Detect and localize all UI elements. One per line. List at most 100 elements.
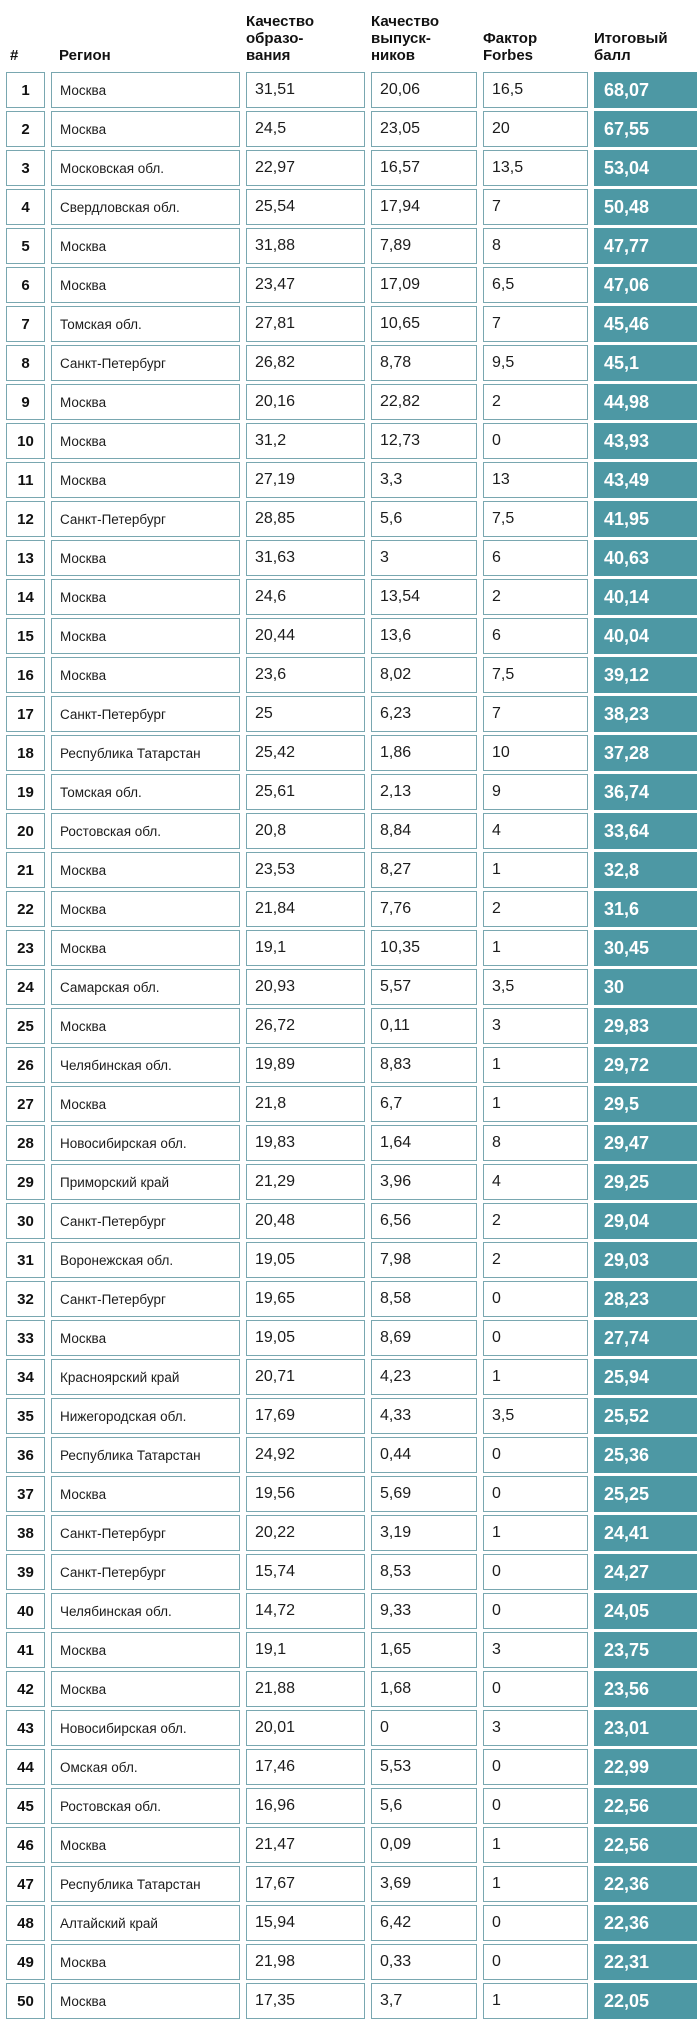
table-body: 1 Москва 31,51 20,06 16,5 68,07 2 Москва…	[0, 72, 699, 2019]
education-score-cell: 19,1	[246, 930, 365, 966]
education-score-cell: 20,8	[246, 813, 365, 849]
total-score-cell: 22,31	[594, 1944, 697, 1980]
region-cell: Ростовская обл.	[51, 1788, 240, 1824]
total-score-cell: 25,52	[594, 1398, 697, 1434]
rank-cell: 43	[6, 1710, 45, 1746]
region-cell: Республика Татарстан	[51, 735, 240, 771]
education-score-cell: 19,1	[246, 1632, 365, 1668]
graduates-score-cell: 7,98	[371, 1242, 477, 1278]
education-score-cell: 25,61	[246, 774, 365, 810]
education-score-cell: 17,46	[246, 1749, 365, 1785]
table-row: 45 Ростовская обл. 16,96 5,6 0 22,56	[0, 1788, 699, 1824]
table-row: 12 Санкт-Петербург 28,85 5,6 7,5 41,95	[0, 501, 699, 537]
table-row: 41 Москва 19,1 1,65 3 23,75	[0, 1632, 699, 1668]
education-score-cell: 19,65	[246, 1281, 365, 1317]
region-cell: Москва	[51, 423, 240, 459]
forbes-factor-cell: 8	[483, 1125, 588, 1161]
graduates-score-cell: 6,23	[371, 696, 477, 732]
forbes-factor-cell: 6,5	[483, 267, 588, 303]
graduates-score-cell: 7,89	[371, 228, 477, 264]
graduates-score-cell: 3,7	[371, 1983, 477, 2019]
rank-cell: 2	[6, 111, 45, 147]
total-score-cell: 25,25	[594, 1476, 697, 1512]
graduates-score-cell: 12,73	[371, 423, 477, 459]
forbes-factor-cell: 6	[483, 540, 588, 576]
rank-cell: 11	[6, 462, 45, 498]
rank-cell: 10	[6, 423, 45, 459]
education-score-cell: 27,81	[246, 306, 365, 342]
graduates-score-cell: 4,33	[371, 1398, 477, 1434]
education-score-cell: 21,84	[246, 891, 365, 927]
rank-cell: 32	[6, 1281, 45, 1317]
forbes-factor-cell: 0	[483, 1437, 588, 1473]
rank-cell: 30	[6, 1203, 45, 1239]
total-score-cell: 41,95	[594, 501, 697, 537]
table-row: 28 Новосибирская обл. 19,83 1,64 8 29,47	[0, 1125, 699, 1161]
education-score-cell: 20,44	[246, 618, 365, 654]
graduates-score-cell: 13,6	[371, 618, 477, 654]
total-score-cell: 43,93	[594, 423, 697, 459]
rank-cell: 35	[6, 1398, 45, 1434]
total-score-cell: 29,04	[594, 1203, 697, 1239]
table-row: 27 Москва 21,8 6,7 1 29,5	[0, 1086, 699, 1122]
rank-cell: 33	[6, 1320, 45, 1356]
total-score-cell: 43,49	[594, 462, 697, 498]
region-cell: Москва	[51, 111, 240, 147]
table-row: 36 Республика Татарстан 24,92 0,44 0 25,…	[0, 1437, 699, 1473]
region-cell: Московская обл.	[51, 150, 240, 186]
table-row: 1 Москва 31,51 20,06 16,5 68,07	[0, 72, 699, 108]
forbes-factor-cell: 1	[483, 1086, 588, 1122]
education-score-cell: 15,94	[246, 1905, 365, 1941]
education-score-cell: 17,35	[246, 1983, 365, 2019]
total-score-cell: 39,12	[594, 657, 697, 693]
forbes-factor-cell: 3	[483, 1710, 588, 1746]
education-score-cell: 27,19	[246, 462, 365, 498]
region-cell: Республика Татарстан	[51, 1866, 240, 1902]
rank-cell: 49	[6, 1944, 45, 1980]
forbes-factor-cell: 13,5	[483, 150, 588, 186]
graduates-score-cell: 8,27	[371, 852, 477, 888]
graduates-score-cell: 5,6	[371, 1788, 477, 1824]
rank-cell: 6	[6, 267, 45, 303]
region-cell: Москва	[51, 930, 240, 966]
total-score-cell: 40,63	[594, 540, 697, 576]
graduates-score-cell: 6,42	[371, 1905, 477, 1941]
total-score-cell: 53,04	[594, 150, 697, 186]
region-cell: Санкт-Петербург	[51, 1515, 240, 1551]
rank-cell: 42	[6, 1671, 45, 1707]
rank-cell: 5	[6, 228, 45, 264]
total-score-cell: 50,48	[594, 189, 697, 225]
forbes-factor-cell: 0	[483, 1281, 588, 1317]
rank-cell: 14	[6, 579, 45, 615]
total-score-cell: 22,56	[594, 1788, 697, 1824]
rank-cell: 28	[6, 1125, 45, 1161]
graduates-score-cell: 3,69	[371, 1866, 477, 1902]
forbes-factor-cell: 2	[483, 1242, 588, 1278]
region-cell: Санкт-Петербург	[51, 501, 240, 537]
rank-cell: 24	[6, 969, 45, 1005]
forbes-factor-cell: 3,5	[483, 1398, 588, 1434]
forbes-factor-cell: 0	[483, 1944, 588, 1980]
table-row: 24 Самарская обл. 20,93 5,57 3,5 30	[0, 969, 699, 1005]
total-score-cell: 29,83	[594, 1008, 697, 1044]
graduates-score-cell: 3,3	[371, 462, 477, 498]
education-score-cell: 20,93	[246, 969, 365, 1005]
region-cell: Воронежская обл.	[51, 1242, 240, 1278]
rank-cell: 34	[6, 1359, 45, 1395]
education-score-cell: 26,82	[246, 345, 365, 381]
forbes-factor-cell: 1	[483, 1827, 588, 1863]
table-row: 42 Москва 21,88 1,68 0 23,56	[0, 1671, 699, 1707]
table-row: 20 Ростовская обл. 20,8 8,84 4 33,64	[0, 813, 699, 849]
education-score-cell: 25,42	[246, 735, 365, 771]
rank-cell: 9	[6, 384, 45, 420]
rank-cell: 15	[6, 618, 45, 654]
total-score-cell: 36,74	[594, 774, 697, 810]
graduates-score-cell: 17,09	[371, 267, 477, 303]
table-row: 14 Москва 24,6 13,54 2 40,14	[0, 579, 699, 615]
table-row: 2 Москва 24,5 23,05 20 67,55	[0, 111, 699, 147]
region-cell: Москва	[51, 462, 240, 498]
rank-cell: 50	[6, 1983, 45, 2019]
education-score-cell: 23,53	[246, 852, 365, 888]
forbes-factor-cell: 16,5	[483, 72, 588, 108]
table-row: 46 Москва 21,47 0,09 1 22,56	[0, 1827, 699, 1863]
